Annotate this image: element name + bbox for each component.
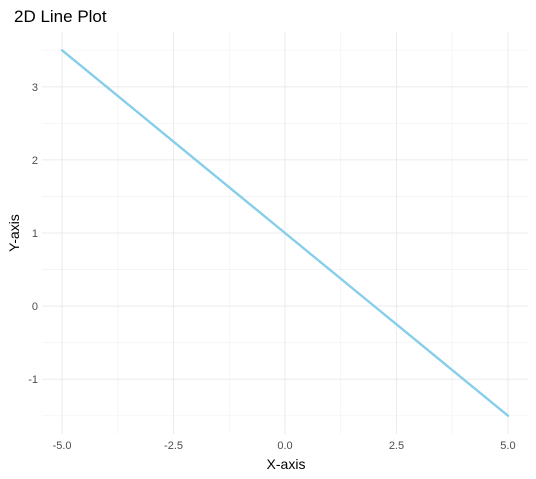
chart-title: 2D Line Plot: [14, 7, 107, 26]
x-axis-title: X-axis: [267, 456, 306, 472]
y-tick-label: 2: [32, 155, 38, 167]
y-tick-label: 0: [32, 301, 38, 313]
y-tick-labels: -1 0 1 2 3: [28, 82, 38, 386]
y-tick-label: -1: [28, 374, 38, 386]
x-tick-label: 2.5: [389, 440, 404, 452]
y-axis-title: Y-axis: [6, 214, 22, 252]
y-tick-label: 3: [32, 82, 38, 94]
y-tick-label: 1: [32, 228, 38, 240]
x-tick-label: 5.0: [500, 440, 515, 452]
x-tick-label: -5.0: [53, 440, 72, 452]
x-tick-label: -2.5: [164, 440, 183, 452]
x-tick-labels: -5.0 -2.5 0.0 2.5 5.0: [53, 440, 516, 452]
x-tick-label: 0.0: [277, 440, 292, 452]
